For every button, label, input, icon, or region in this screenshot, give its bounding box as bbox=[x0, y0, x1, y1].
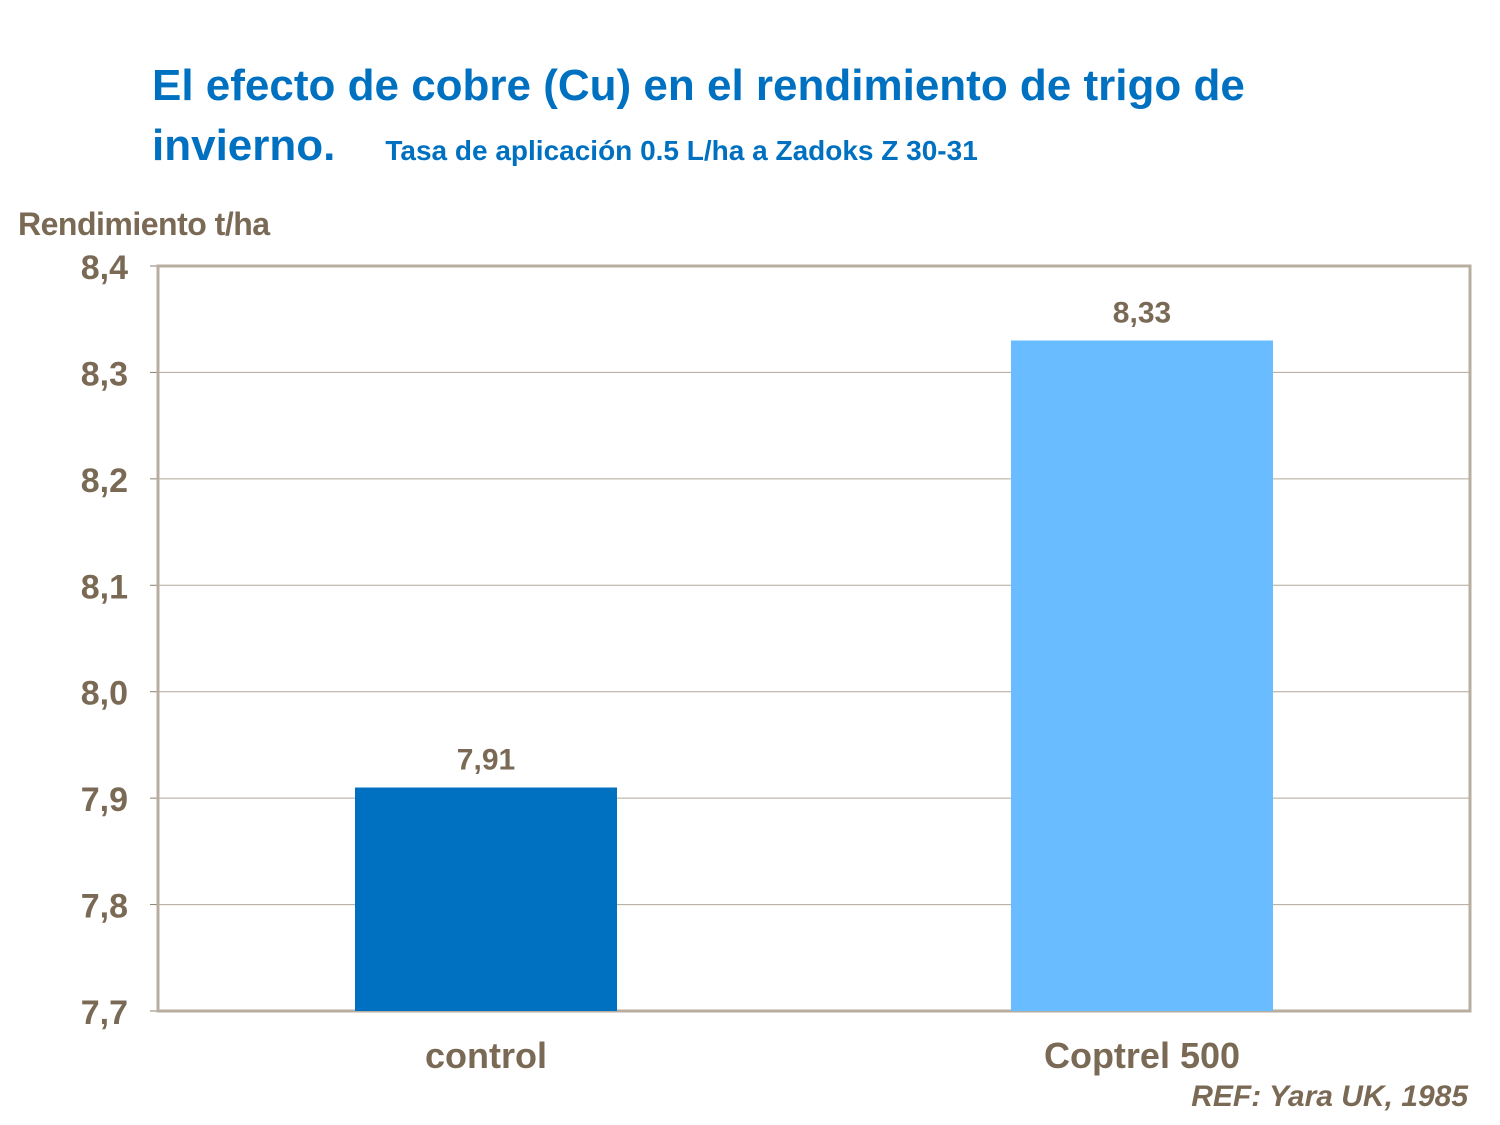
plot-border bbox=[156, 264, 1472, 1013]
y-tick-label: 8,3 bbox=[81, 355, 128, 393]
bar-coptrel-500 bbox=[1011, 340, 1273, 1011]
y-tick-label: 7,7 bbox=[81, 994, 128, 1032]
chart-subtitle: Tasa de aplicación 0.5 L/ha a Zadoks Z 3… bbox=[385, 135, 978, 166]
y-tick-label: 7,8 bbox=[81, 888, 128, 926]
x-tick-label: Coptrel 500 bbox=[1044, 1035, 1240, 1076]
data-label: 8,33 bbox=[1113, 297, 1171, 330]
x-tick-label: control bbox=[425, 1035, 547, 1076]
y-tick-label: 7,9 bbox=[81, 781, 128, 819]
y-tick-label: 8,0 bbox=[81, 675, 128, 713]
y-tick-label: 8,2 bbox=[81, 462, 128, 500]
data-label: 7,91 bbox=[457, 744, 515, 777]
y-tick-label: 8,4 bbox=[81, 249, 128, 287]
y-tick-label: 8,1 bbox=[81, 568, 128, 606]
reference-annotation: REF: Yara UK, 1985 bbox=[1191, 1080, 1468, 1113]
chart-title: El efecto de cobre (Cu) en el rendimient… bbox=[152, 61, 1245, 170]
y-axis-label: Rendimiento t/ha bbox=[18, 206, 270, 242]
bar-control bbox=[355, 787, 617, 1011]
